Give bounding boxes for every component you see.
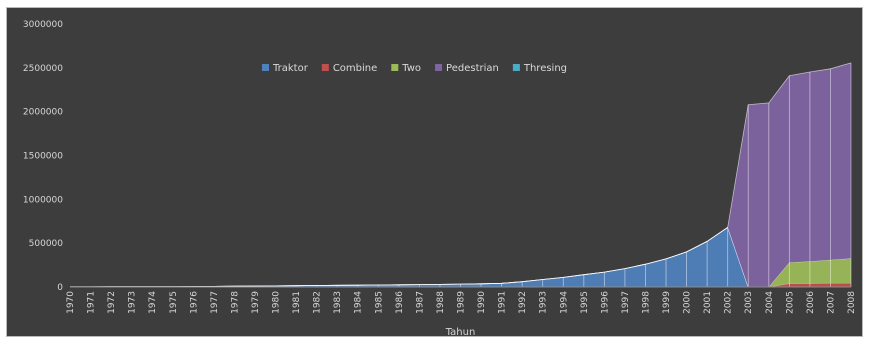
x-tick-label: 1994 [559,291,569,314]
x-tick-label: 2001 [703,291,713,314]
x-tick-label: 1978 [230,291,240,314]
x-tick-label: 1989 [457,291,467,314]
x-tick-label: 1982 [313,291,323,314]
x-tick-label: 1999 [662,291,672,314]
x-tick-label: 1995 [580,291,590,314]
y-tick-label: 1000000 [23,195,63,205]
x-tick-label: 1987 [415,291,425,314]
x-tick-label: 1988 [436,291,446,314]
x-tick-label: 1970 [66,291,76,314]
legend-label: Combine [333,63,377,74]
x-tick-label: 1991 [498,291,508,314]
x-tick-label: 2002 [724,291,734,314]
x-tick-label: 1984 [354,291,364,314]
x-axis-title: Tahun [445,327,476,338]
x-tick-label: 2005 [785,291,795,314]
x-tick-label: 1976 [189,291,199,314]
legend: Traktor Combine Two Pedestrian Thresing [262,63,567,74]
area-pedestrian [70,62,851,288]
legend-swatch [391,64,399,71]
legend-label: Pedestrian [446,63,499,74]
y-tick-label: 2000000 [23,108,63,118]
legend-swatch [435,64,443,71]
legend-swatch [512,64,520,71]
x-tick-label: 1971 [87,291,97,314]
x-tick-label: 1990 [477,291,487,314]
x-tick-label: 1972 [107,291,117,314]
x-tick-label: 1983 [333,291,343,314]
y-tick-label: 0 [57,283,63,293]
x-tick-label: 2007 [826,291,836,314]
x-tick-label: 1985 [374,291,384,314]
y-tick-label: 3000000 [23,20,63,30]
x-tick-label: 2004 [765,291,775,314]
legend-label: Two [401,63,421,74]
legend-swatch [262,64,269,71]
x-tick-label: 1979 [251,291,261,314]
x-tick-label: 1980 [272,291,282,314]
x-tick-label: 1981 [292,291,302,314]
area-edge-pedestrian [70,62,852,288]
x-tick-label: 2003 [744,291,754,314]
legend-swatch [321,64,329,71]
y-tick-label: 1500000 [23,152,63,162]
x-tick-label: 1986 [395,291,405,314]
legend-label: Thresing [523,63,567,74]
x-tick-label: 1996 [600,291,610,314]
legend-label: Traktor [272,63,309,74]
area-traktor [70,227,851,287]
x-tick-label: 2006 [806,291,816,314]
x-tick-label: 1993 [539,291,549,314]
x-tick-label: 1977 [210,291,220,314]
x-tick-label: 1997 [621,291,631,314]
x-tick-label: 1973 [128,291,138,314]
x-tick-label: 1975 [169,291,179,314]
x-tick-label: 1974 [148,291,158,314]
x-tick-label: 2008 [847,291,857,314]
x-tick-label: 1992 [518,291,528,314]
y-tick-label: 2500000 [23,64,63,74]
y-axis-ticks: 0 500000 1000000 1500000 2000000 2500000 30000… [23,20,63,293]
x-tick-label: 1998 [641,291,651,314]
y-tick-label: 500000 [29,239,64,249]
x-axis-ticks: 1970 1971 1972 1973 1974 1975 1976 1977 1978 1979… [66,291,857,314]
x-tick-label: 2000 [683,291,693,314]
area-series [69,62,852,288]
